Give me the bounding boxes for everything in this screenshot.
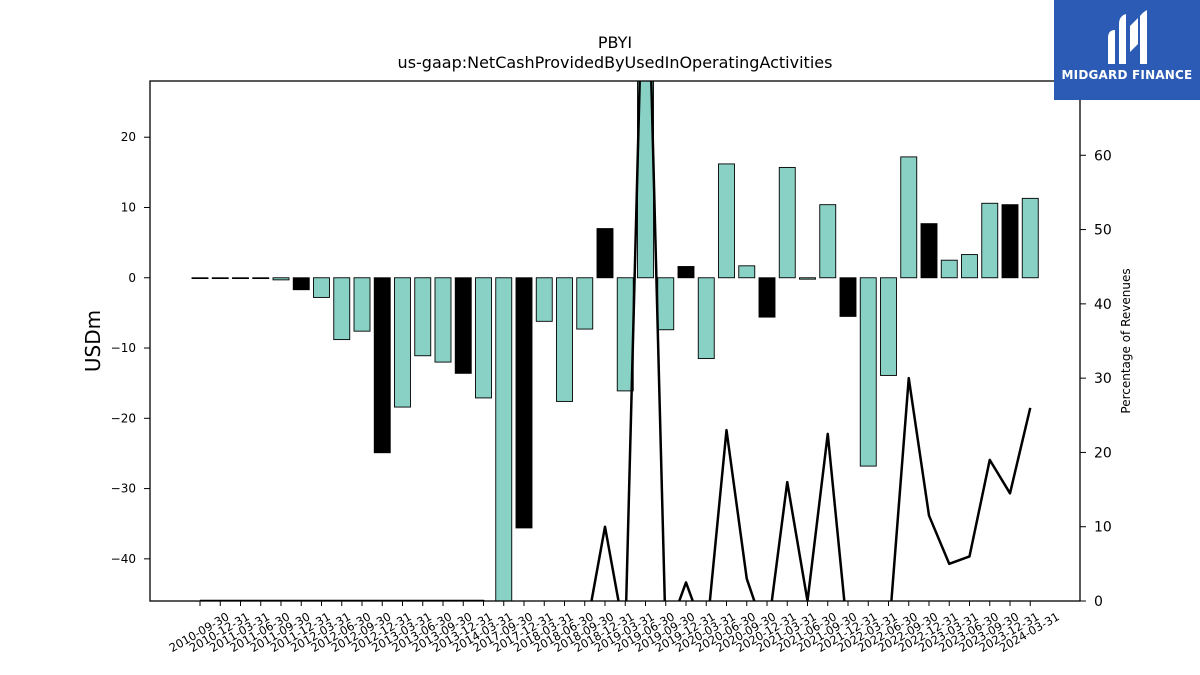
bar: [1021, 197, 1039, 279]
bar: [475, 277, 492, 399]
x-axis: 2010-09-302010-12-312011-03-312011-06-30…: [167, 601, 1062, 655]
plot-frame: [149, 80, 1081, 602]
bar: [576, 277, 594, 330]
bar: [313, 277, 330, 298]
logo-text: MIDGARD FINANCE: [1061, 68, 1193, 82]
midgard-logo-icon: [1108, 10, 1147, 64]
chart-title: PBYI: [598, 33, 632, 52]
series-line: [200, 81, 1032, 601]
bar: [191, 277, 209, 280]
y-tick-label: 10: [121, 200, 136, 214]
bar: [839, 277, 857, 317]
bar: [778, 166, 796, 279]
y2-tick-label: 20: [1094, 445, 1112, 461]
bar: [981, 202, 999, 279]
bar: [272, 277, 290, 281]
bar: [880, 277, 897, 376]
y-axis: −40 −30 −20 −10 0 10 20: [111, 130, 150, 566]
bar: [1001, 204, 1019, 279]
y-tick-label: −10: [111, 341, 136, 355]
bar: [373, 277, 391, 454]
bar: [616, 277, 634, 392]
bar: [414, 277, 432, 357]
y2-tick-label: 40: [1094, 297, 1112, 313]
bar: [596, 228, 614, 279]
bar: [454, 277, 472, 374]
bars-group: [191, 80, 1039, 602]
y2-axis-label: Percentage of Revenues: [1119, 268, 1133, 413]
bar: [394, 277, 411, 408]
bar: [495, 277, 513, 602]
bar: [434, 277, 452, 363]
y-axis-label: USDm: [81, 310, 105, 372]
line-group: [200, 81, 1032, 601]
y-tick-label: 0: [128, 271, 136, 285]
bar: [232, 277, 249, 280]
y2-tick-label: 0: [1094, 594, 1103, 610]
bar: [961, 254, 978, 279]
bar: [819, 204, 837, 279]
y-tick-label: −20: [111, 411, 136, 425]
bar: [556, 277, 573, 402]
bar: [515, 277, 533, 529]
y-tick-label: −40: [111, 552, 136, 566]
bar: [718, 163, 735, 279]
bar: [353, 277, 371, 332]
y2-tick-label: 30: [1094, 371, 1112, 387]
bar: [252, 277, 270, 280]
bar: [738, 265, 756, 279]
midgard-finance-logo: MIDGARD FINANCE: [1054, 0, 1200, 100]
bar: [940, 259, 958, 279]
y-tick-label: 20: [121, 130, 136, 144]
bar: [677, 266, 695, 279]
bar: [758, 277, 776, 318]
bar: [859, 277, 877, 467]
bar: [900, 156, 918, 279]
y2-tick-label: 10: [1094, 520, 1112, 536]
y2-tick-label: 60: [1094, 148, 1112, 164]
bar: [920, 223, 938, 279]
bar: [292, 277, 310, 291]
bar: [333, 277, 351, 341]
bar: [535, 277, 553, 322]
bar: [657, 277, 675, 331]
bar: [697, 277, 715, 360]
y2-axis: 0 10 20 30 40 50 60: [1080, 148, 1112, 610]
bar: [211, 277, 229, 280]
chart-subtitle: us-gaap:NetCashProvidedByUsedInOperating…: [398, 53, 833, 72]
bar: [799, 277, 816, 280]
y-tick-label: −30: [111, 482, 136, 496]
y2-tick-label: 50: [1094, 223, 1112, 239]
